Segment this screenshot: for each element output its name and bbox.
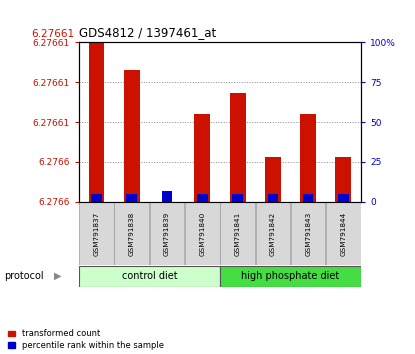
Bar	[303, 194, 313, 202]
Bar	[335, 157, 352, 202]
FancyBboxPatch shape	[256, 202, 290, 265]
Text: protocol: protocol	[4, 271, 44, 281]
Text: 6.27661: 6.27661	[32, 29, 75, 39]
Bar	[300, 114, 316, 202]
FancyBboxPatch shape	[150, 202, 184, 265]
Text: ▶: ▶	[54, 271, 61, 281]
Bar	[162, 191, 172, 202]
Text: control diet: control diet	[122, 271, 177, 281]
FancyBboxPatch shape	[326, 202, 361, 265]
Text: high phosphate diet: high phosphate diet	[242, 271, 339, 281]
Text: GSM791842: GSM791842	[270, 211, 276, 256]
Text: GSM791840: GSM791840	[199, 211, 205, 256]
Bar	[265, 157, 281, 202]
Text: GSM791841: GSM791841	[234, 211, 241, 256]
Text: GSM791837: GSM791837	[93, 211, 100, 256]
Legend: transformed count, percentile rank within the sample: transformed count, percentile rank withi…	[8, 329, 164, 350]
Bar	[268, 194, 278, 202]
Bar	[194, 114, 210, 202]
FancyBboxPatch shape	[185, 202, 220, 265]
FancyBboxPatch shape	[115, 202, 149, 265]
FancyBboxPatch shape	[220, 266, 361, 287]
Bar	[229, 93, 246, 202]
Bar	[91, 194, 102, 202]
Bar	[232, 194, 243, 202]
Text: GSM791843: GSM791843	[305, 211, 311, 256]
Text: GSM791839: GSM791839	[164, 211, 170, 256]
FancyBboxPatch shape	[79, 202, 114, 265]
Bar	[127, 194, 137, 202]
FancyBboxPatch shape	[291, 202, 325, 265]
Bar	[124, 70, 140, 202]
Text: GDS4812 / 1397461_at: GDS4812 / 1397461_at	[79, 26, 216, 39]
Bar	[88, 42, 105, 202]
Bar	[197, 194, 208, 202]
FancyBboxPatch shape	[79, 266, 220, 287]
Text: GSM791838: GSM791838	[129, 211, 135, 256]
Text: GSM791844: GSM791844	[340, 211, 347, 256]
FancyBboxPatch shape	[220, 202, 255, 265]
Bar	[338, 194, 349, 202]
